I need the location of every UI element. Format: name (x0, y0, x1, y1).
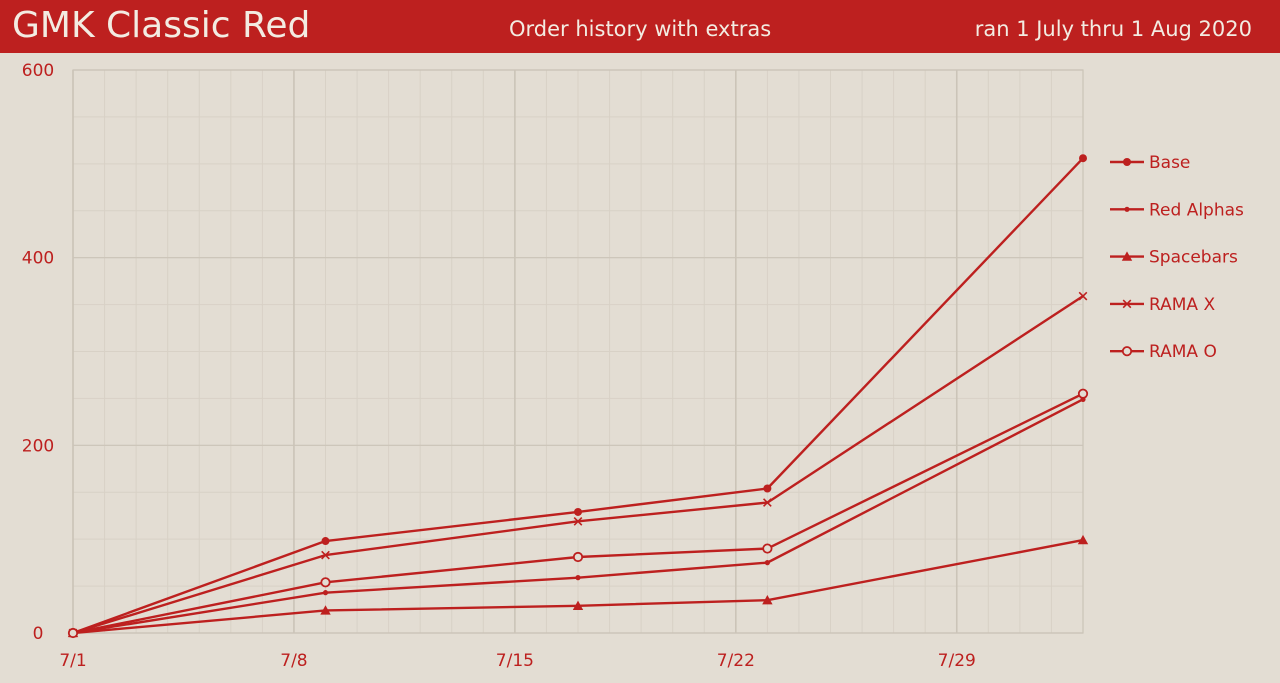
legend-item: Base (1110, 153, 1190, 173)
data-point (67, 627, 79, 639)
x-tick-label: 7/1 (59, 651, 86, 671)
legend: Base Red Alphas Spacebars RAMA X RAMA O (1110, 153, 1244, 362)
y-tick-label: 600 (22, 61, 54, 81)
header-banner: GMK Classic Red Order history with extra… (0, 0, 1280, 53)
legend-label: RAMA O (1149, 342, 1217, 362)
data-point (1078, 291, 1088, 301)
legend-label: RAMA X (1149, 295, 1215, 315)
y-tick-label: 200 (22, 436, 54, 456)
chart-subtitle: Order history with extras (509, 17, 772, 41)
data-point (762, 594, 773, 605)
legend-item: RAMA O (1110, 342, 1217, 362)
y-tick-label: 400 (22, 249, 54, 269)
axes: 0 200 400 600 7/1 7/8 7/15 7/22 7/29 (22, 61, 976, 671)
data-point (321, 550, 330, 560)
data-point (574, 507, 582, 516)
legend-item: Red Alphas (1110, 200, 1244, 220)
x-tick-label: 7/8 (280, 651, 307, 671)
chart-title: GMK Classic Red (12, 5, 311, 46)
legend-marker (1121, 251, 1133, 261)
data-point (763, 498, 772, 507)
data-point (763, 484, 772, 493)
data-point (320, 577, 331, 588)
plot-frame (72, 69, 1084, 634)
legend-item: RAMA X (1110, 295, 1215, 315)
data-point (762, 543, 773, 554)
data-point (1077, 388, 1089, 399)
date-range-label: ran 1 July thru 1 Aug 2020 (974, 17, 1252, 41)
x-tick-label: 7/22 (717, 651, 755, 671)
data-point (1077, 534, 1089, 545)
data-point (1079, 154, 1087, 163)
data-point (321, 537, 330, 546)
legend-label: Spacebars (1149, 248, 1238, 268)
data-point (322, 590, 329, 596)
data-point (573, 516, 583, 526)
series (67, 154, 1089, 639)
legend-label: Red Alphas (1149, 200, 1244, 220)
data-point (572, 551, 584, 563)
legend-marker (1124, 206, 1130, 212)
data-point (764, 560, 770, 566)
legend-label: Base (1149, 153, 1190, 173)
data-point (572, 600, 584, 610)
data-point (320, 605, 331, 615)
y-tick-label: 0 (33, 624, 44, 644)
legend-item: Spacebars (1110, 248, 1238, 268)
legend-marker (1122, 299, 1132, 309)
grid (72, 69, 1084, 634)
series-base (69, 154, 1087, 637)
legend-marker (1121, 346, 1133, 357)
legend-marker (1123, 158, 1131, 166)
series-rama-o (67, 388, 1089, 639)
x-tick-label: 7/15 (496, 651, 534, 671)
data-point (575, 575, 581, 581)
x-tick-label: 7/29 (938, 651, 976, 671)
